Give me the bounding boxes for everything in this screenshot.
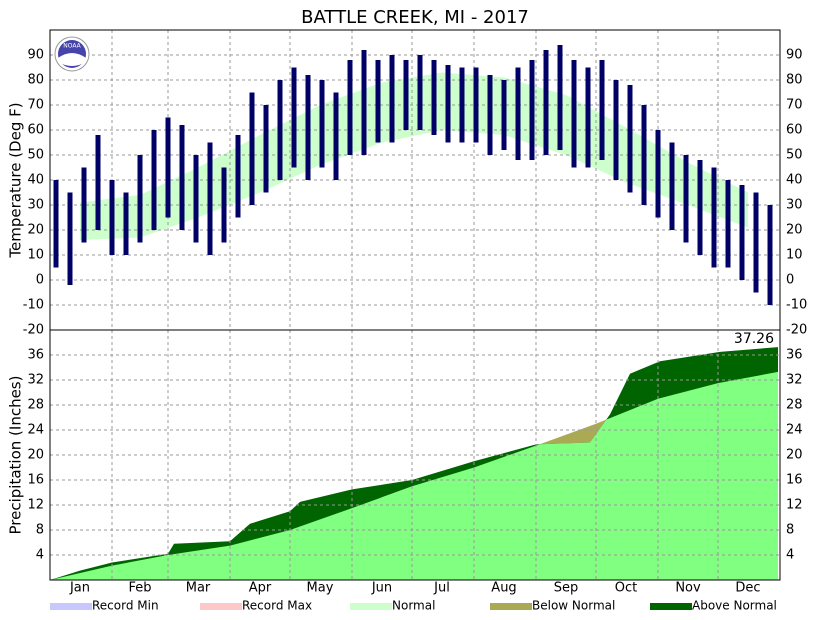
logo-bird — [58, 53, 86, 66]
legend-swatch — [350, 603, 392, 610]
y2-tick-label: -20 — [786, 323, 807, 338]
y2-tick-label: 20 — [786, 223, 803, 238]
x-tick-label: Aug — [491, 581, 516, 596]
normal-area — [50, 371, 778, 580]
y2-tick-label: 4 — [786, 548, 794, 563]
y2-tick-label: 12 — [786, 498, 803, 513]
legend-swatch — [200, 603, 242, 610]
y2-tick-label: 20 — [786, 448, 803, 463]
y-tick-label: 10 — [27, 248, 44, 263]
x-tick-label: Apr — [249, 581, 272, 596]
y2-tick-label: 0 — [786, 273, 794, 288]
y-tick-label: 20 — [27, 448, 44, 463]
normal-band — [80, 72, 748, 240]
x-tick-label: Jan — [69, 581, 90, 596]
y-tick-label: -10 — [23, 298, 44, 313]
y2-tick-label: 32 — [786, 373, 803, 388]
legend-label: Record Max — [242, 599, 312, 613]
x-tick-label: Mar — [186, 581, 211, 596]
y-axis-label: Temperature (Deg F) — [7, 102, 25, 258]
y2-tick-label: 8 — [786, 523, 794, 538]
y2-tick-label: 50 — [786, 148, 803, 163]
y-tick-label: -20 — [23, 323, 44, 338]
y2-tick-label: 24 — [786, 423, 803, 438]
y-tick-label: 16 — [27, 473, 44, 488]
y2-tick-label: 90 — [786, 48, 803, 63]
legend-swatch — [490, 603, 532, 610]
y2-tick-label: -10 — [786, 298, 807, 313]
total-label: 37.26 — [734, 331, 774, 347]
plots: -20 -20 -10 -10 0 0 10 10 20 20 30 30 40 40 50 50 60 60 70… — [7, 30, 807, 596]
x-tick-label: Oct — [615, 581, 637, 596]
x-tick-label: Feb — [128, 581, 151, 596]
legend-label: Below Normal — [532, 599, 615, 613]
y2-tick-label: 10 — [786, 248, 803, 263]
y2-tick-label: 30 — [786, 198, 803, 213]
x-tick-label: Nov — [675, 581, 701, 596]
x-tick-label: Sep — [554, 581, 579, 596]
y2-tick-label: 70 — [786, 98, 803, 113]
logo-text: NOAA — [63, 43, 81, 50]
y-tick-label: 50 — [27, 148, 44, 163]
y2-tick-label: 16 — [786, 473, 803, 488]
y2-tick-label: 36 — [786, 348, 803, 363]
y-tick-label: 4 — [36, 548, 44, 563]
y-tick-label: 20 — [27, 223, 44, 238]
chart-title: BATTLE CREEK, MI - 2017 — [301, 7, 529, 28]
y-tick-label: 80 — [27, 73, 44, 88]
y-tick-label: 8 — [36, 523, 44, 538]
y-tick-label: 32 — [27, 373, 44, 388]
noaa-logo: NOAA — [54, 36, 90, 72]
x-tick-label: Jul — [433, 581, 450, 596]
legend-label: Record Min — [92, 599, 159, 613]
y-tick-label: 24 — [27, 423, 44, 438]
legend-label: Above Normal — [692, 599, 777, 613]
x-tick-label: Jun — [371, 581, 392, 596]
y2-tick-label: 80 — [786, 73, 803, 88]
y2-tick-label: 28 — [786, 398, 803, 413]
y2-tick-label: 60 — [786, 123, 803, 138]
legend-label: Normal — [392, 599, 435, 613]
legend-swatch — [50, 603, 92, 610]
y2-tick-label: 40 — [786, 173, 803, 188]
x-tick-label: Dec — [735, 581, 760, 596]
y-tick-label: 12 — [27, 498, 44, 513]
y-tick-label: 40 — [27, 173, 44, 188]
y-tick-label: 0 — [36, 273, 44, 288]
y-tick-label: 90 — [27, 48, 44, 63]
y-tick-label: 30 — [27, 198, 44, 213]
y-tick-label: 70 — [27, 98, 44, 113]
legend-swatch — [650, 603, 692, 610]
y-tick-label: 60 — [27, 123, 44, 138]
x-tick-label: May — [307, 581, 334, 596]
y-axis-label: Precipitation (Inches) — [7, 376, 25, 535]
frame — [49, 29, 781, 581]
y-tick-label: 28 — [27, 398, 44, 413]
y-tick-label: 36 — [27, 348, 44, 363]
